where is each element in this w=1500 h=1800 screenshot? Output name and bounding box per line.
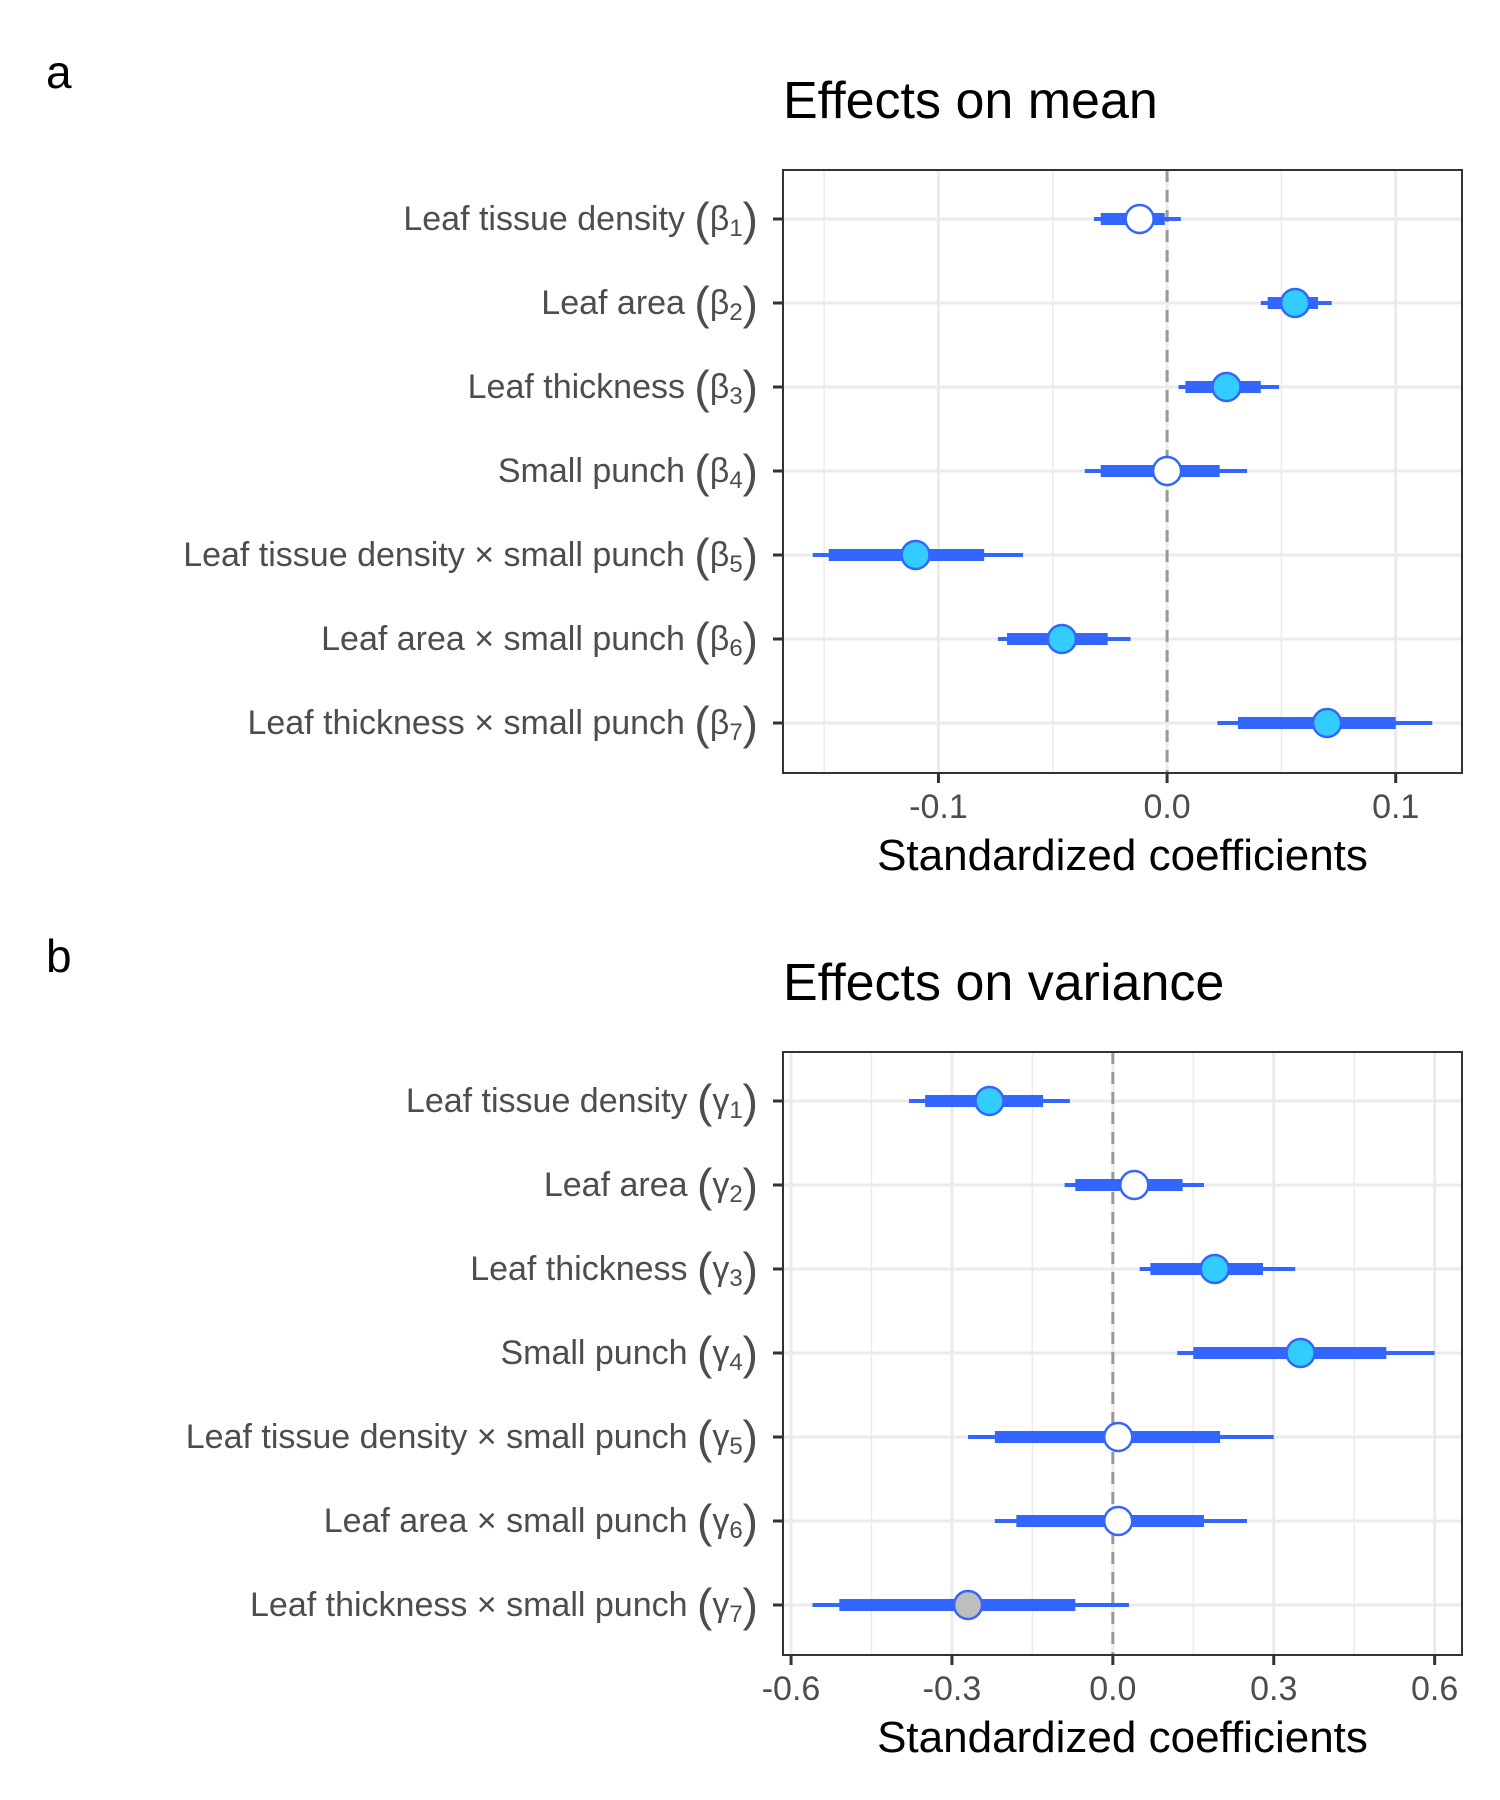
point-estimate: [1119, 1169, 1150, 1201]
x-tick-label: 0.1: [1372, 788, 1419, 826]
panel-letter: b: [46, 930, 72, 982]
x-tick-label: 0.0: [1089, 1670, 1136, 1708]
plot-border: [782, 1051, 1463, 1656]
y-tick-label: Leaf thickness (β3): [468, 361, 758, 413]
point-estimate: [1102, 1421, 1134, 1453]
y-tick-label: Leaf tissue density × small punch (γ5): [186, 1411, 758, 1463]
y-tick-label: Leaf tissue density × small punch (β5): [183, 529, 758, 581]
y-tick-label: Leaf area × small punch (β6): [321, 613, 758, 665]
point-estimate: [1102, 1505, 1134, 1537]
y-tick-label: Leaf thickness × small punch (γ7): [250, 1579, 758, 1631]
plot-border: [782, 169, 1463, 774]
x-tick-label: -0.1: [909, 788, 968, 826]
point-estimate: [1211, 371, 1242, 403]
panel-a: a Effects on mean Leaf tissue density (β1)…: [46, 46, 1463, 880]
y-tick-label: Leaf tissue density (γ1): [406, 1075, 758, 1127]
point-estimate: [952, 1589, 984, 1621]
point-estimate: [974, 1085, 1005, 1117]
y-tick-label: Leaf area (β2): [541, 277, 758, 329]
point-estimate: [1124, 203, 1155, 235]
x-tick-label: -0.3: [923, 1670, 982, 1708]
x-tick-label: 0.6: [1411, 1670, 1458, 1708]
point-estimate: [900, 539, 931, 571]
point-estimate: [1285, 1337, 1316, 1369]
chart-title: Effects on mean: [783, 72, 1158, 130]
x-tick-label: 0.3: [1250, 1670, 1297, 1708]
x-axis-title: Standardized coefficients: [877, 831, 1368, 880]
point-estimate: [1279, 287, 1311, 319]
chart-title: Effects on variance: [783, 954, 1224, 1012]
point-estimate: [1151, 455, 1183, 487]
y-tick-label: Leaf area (γ2): [544, 1159, 758, 1211]
y-tick-label: Leaf thickness × small punch (β7): [247, 697, 758, 749]
y-tick-label: Small punch (β4): [498, 445, 758, 497]
panel-letter: a: [46, 46, 72, 98]
point-estimate: [1199, 1253, 1230, 1285]
y-tick-label: Leaf tissue density (β1): [403, 193, 758, 245]
y-tick-label: Leaf thickness (γ3): [470, 1243, 758, 1295]
x-tick-label: -0.6: [762, 1670, 821, 1708]
y-tick-label: Leaf area × small punch (γ6): [324, 1495, 758, 1547]
y-tick-label: Small punch (γ4): [500, 1327, 758, 1379]
panel-b: b Effects on variance Leaf tissue density …: [46, 930, 1463, 1762]
point-estimate: [1046, 623, 1078, 655]
point-estimate: [1311, 707, 1343, 739]
x-axis-title: Standardized coefficients: [877, 1713, 1368, 1762]
x-tick-label: 0.0: [1143, 788, 1190, 826]
